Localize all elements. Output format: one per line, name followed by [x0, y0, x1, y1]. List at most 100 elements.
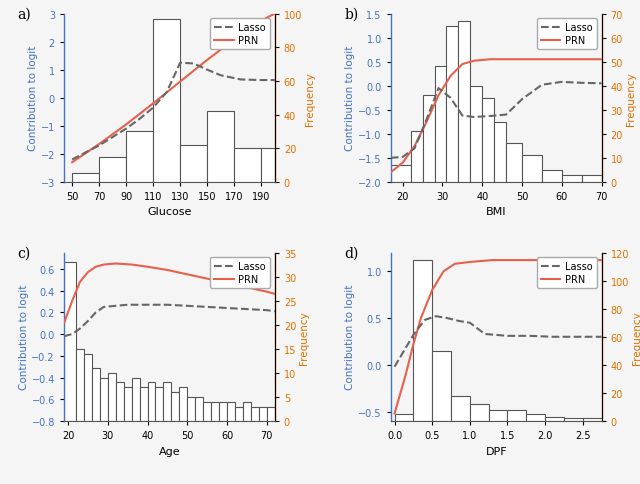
Bar — [204, 402, 211, 421]
Lasso — [124, 302, 131, 308]
Line: PRN: PRN — [64, 264, 275, 323]
Bar — [483, 99, 494, 182]
Lasso — [217, 73, 225, 79]
Lasso — [423, 117, 431, 123]
Bar — [72, 174, 99, 182]
PRN — [112, 261, 120, 267]
PRN — [243, 285, 251, 291]
Lasso — [486, 114, 494, 120]
Bar — [261, 149, 275, 182]
Lasso — [84, 318, 92, 324]
PRN — [204, 58, 211, 63]
Bar — [267, 407, 275, 421]
PRN — [76, 279, 84, 285]
Bar — [108, 373, 116, 421]
Lasso — [243, 306, 251, 312]
Y-axis label: Contribution to logit: Contribution to logit — [19, 285, 29, 390]
PRN — [541, 257, 549, 263]
Bar — [432, 351, 451, 421]
Bar — [506, 144, 522, 182]
PRN — [470, 59, 478, 64]
Bar — [458, 22, 470, 182]
Bar — [545, 417, 564, 421]
Bar — [542, 170, 562, 182]
Bar — [582, 175, 602, 182]
Lasso — [470, 115, 478, 121]
PRN — [486, 57, 494, 63]
Bar — [243, 402, 251, 421]
PRN — [502, 57, 510, 63]
PRN — [390, 411, 398, 417]
Bar — [508, 410, 526, 421]
Lasso — [572, 334, 579, 340]
X-axis label: Age: Age — [159, 446, 180, 455]
Lasso — [421, 318, 429, 323]
Y-axis label: Contribution to logit: Contribution to logit — [28, 46, 38, 151]
Bar — [227, 402, 235, 421]
Bar — [435, 67, 447, 182]
Lasso — [598, 81, 605, 87]
Legend: Lasso, PRN: Lasso, PRN — [537, 19, 596, 50]
Bar — [251, 407, 259, 421]
Lasso — [204, 68, 211, 74]
X-axis label: BMI: BMI — [486, 207, 506, 217]
Bar — [522, 156, 542, 182]
PRN — [177, 79, 184, 85]
Lasso — [504, 333, 511, 339]
Lasso — [399, 155, 406, 161]
Lasso — [598, 334, 605, 340]
PRN — [402, 372, 410, 378]
Text: d): d) — [344, 246, 359, 260]
Line: PRN: PRN — [72, 15, 275, 163]
PRN — [387, 170, 395, 176]
Y-axis label: Frequency: Frequency — [632, 310, 640, 364]
Legend: Lasso, PRN: Lasso, PRN — [211, 19, 270, 50]
Bar — [564, 418, 583, 421]
Lasso — [411, 146, 419, 152]
PRN — [164, 268, 172, 273]
PRN — [572, 257, 579, 263]
Bar — [562, 175, 582, 182]
Bar — [447, 27, 458, 182]
Lasso — [95, 143, 103, 149]
PRN — [440, 269, 447, 274]
Bar — [219, 402, 227, 421]
Text: a): a) — [18, 8, 31, 22]
PRN — [95, 142, 103, 148]
Bar — [494, 122, 506, 182]
Bar — [259, 407, 267, 421]
Lasso — [164, 302, 172, 308]
PRN — [184, 272, 191, 278]
Legend: Lasso, PRN: Lasso, PRN — [211, 258, 270, 288]
PRN — [204, 276, 211, 282]
Bar — [583, 418, 602, 421]
PRN — [263, 289, 271, 295]
Lasso — [184, 303, 191, 309]
Lasso — [149, 106, 157, 111]
X-axis label: Glucose: Glucose — [147, 207, 191, 217]
Bar — [140, 388, 148, 421]
Lasso — [502, 112, 510, 118]
Bar — [156, 388, 163, 421]
Bar — [153, 19, 180, 182]
Bar — [470, 87, 483, 182]
Y-axis label: Frequency: Frequency — [305, 72, 315, 125]
Bar — [172, 392, 179, 421]
Lasso — [92, 310, 100, 316]
Bar — [195, 397, 204, 421]
Bar — [422, 96, 435, 182]
Y-axis label: Frequency: Frequency — [299, 310, 309, 364]
Lasso — [100, 304, 108, 310]
Lasso — [271, 78, 278, 84]
PRN — [466, 259, 474, 265]
Lasso — [549, 334, 557, 340]
Bar — [76, 349, 84, 421]
Text: b): b) — [344, 8, 358, 22]
Bar — [100, 378, 108, 421]
Bar — [411, 132, 422, 182]
PRN — [399, 160, 406, 166]
Bar — [211, 402, 219, 421]
Lasso — [204, 304, 211, 310]
PRN — [68, 160, 76, 166]
Lasso — [447, 96, 454, 102]
